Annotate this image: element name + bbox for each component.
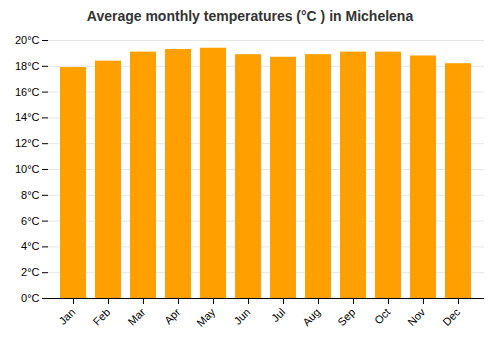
svg-text:8°C: 8°C	[21, 189, 40, 201]
svg-text:Sep: Sep	[335, 306, 357, 328]
svg-text:Oct: Oct	[372, 306, 393, 327]
svg-text:20°C: 20°C	[15, 34, 40, 46]
svg-text:2°C: 2°C	[21, 266, 40, 278]
svg-text:14°C: 14°C	[15, 111, 40, 123]
svg-text:Jul: Jul	[269, 306, 287, 324]
svg-text:Feb: Feb	[91, 306, 113, 328]
svg-text:Mar: Mar	[126, 306, 148, 328]
svg-text:12°C: 12°C	[15, 137, 40, 149]
svg-text:May: May	[194, 305, 218, 329]
svg-text:Dec: Dec	[440, 305, 463, 328]
svg-text:6°C: 6°C	[21, 215, 40, 227]
svg-text:10°C: 10°C	[15, 163, 40, 175]
svg-text:Apr: Apr	[162, 306, 183, 327]
html-text:Average monthly temperatures (: Average monthly temperatures (°C ) in Mi…	[86, 8, 414, 24]
svg-text:4°C: 4°C	[21, 240, 40, 252]
svg-text:18°C: 18°C	[15, 60, 40, 72]
svg-text:Nov: Nov	[405, 305, 428, 328]
svg-text:0°C: 0°C	[21, 292, 40, 304]
svg-text:16°C: 16°C	[15, 86, 40, 98]
svg-text:Jan: Jan	[56, 306, 77, 327]
svg-text:Aug: Aug	[300, 306, 322, 328]
svg-text:Jun: Jun	[231, 306, 252, 327]
